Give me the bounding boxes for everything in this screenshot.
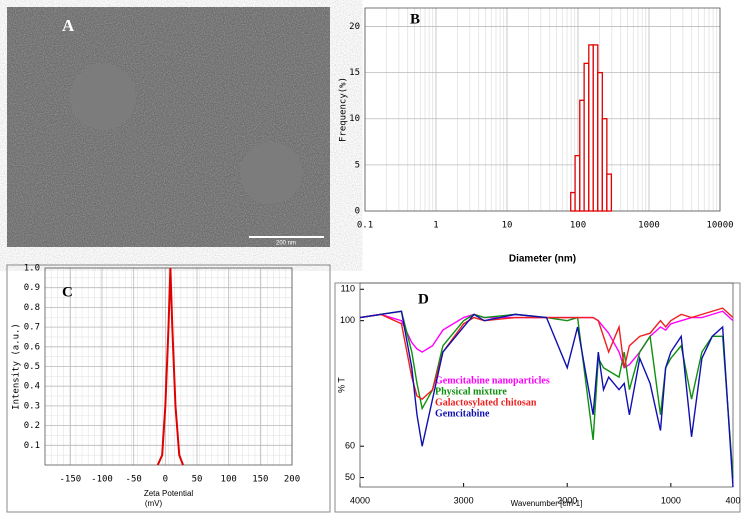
y-tick-label: 15 [349, 68, 360, 78]
x-tick-label: -100 [91, 475, 113, 485]
x-tick-label: 1000 [661, 495, 681, 505]
legend-entry: Physical mixture [435, 386, 507, 397]
y-tick-label: 0.2 [24, 421, 40, 431]
y-tick-label: 5 [355, 160, 360, 170]
y-tick-label: 0.8 [24, 303, 40, 313]
x-tick-label: 0 [163, 475, 168, 485]
y-tick-label: 0.3 [24, 401, 40, 411]
plot-frame [364, 7, 721, 212]
x-tick-label: 100 [570, 221, 586, 231]
y-tick-label: 0.6 [24, 342, 40, 352]
y-tick-label: 1.0 [24, 264, 40, 274]
x-tick-label: 400 [725, 495, 740, 505]
panel-label: B [410, 11, 420, 27]
x-tick-label: 50 [192, 475, 203, 485]
x-tick-label: -50 [126, 475, 142, 485]
panel-label: A [62, 16, 75, 35]
panel-label: D [418, 291, 429, 307]
x-tick-label: 100 [221, 475, 237, 485]
y-axis-label: % T [336, 377, 346, 393]
bar [597, 71, 603, 212]
spectrum-line [359, 307, 734, 400]
bar [588, 44, 594, 212]
x-axis-label: Diameter (nm) [509, 254, 576, 265]
y-tick-label: 20 [349, 22, 360, 32]
legend-entry: Galactosylated chitosan [435, 397, 537, 408]
chart: 4000 3000 2000 1000 400 50 60 100 110 Gemcitabine… [336, 282, 741, 508]
x-tick-label: 1000 [638, 221, 660, 231]
x-tick-label: 1 [433, 221, 438, 231]
bar [570, 191, 576, 212]
x-axis-unit: (mV) [145, 499, 163, 508]
y-tick-label: 10 [349, 114, 360, 124]
y-tick-label: 0.1 [24, 441, 40, 451]
y-tick-label: 0 [355, 207, 360, 217]
x-tick-label: 10000 [706, 221, 733, 231]
y-tick-label: 110 [341, 284, 355, 294]
spectrum-line [359, 310, 734, 488]
x-tick-label: 3000 [454, 495, 474, 505]
scale-bar-label: 200 nm [276, 241, 296, 247]
bar [583, 62, 590, 212]
particle [70, 64, 136, 130]
bar [601, 118, 608, 212]
y-tick-label: 0.7 [24, 323, 40, 333]
x-tick-label: 4000 [350, 495, 370, 505]
plot-frame [44, 267, 293, 466]
x-tick-label: 10 [502, 221, 513, 231]
y-tick-label: 0.4 [24, 382, 40, 392]
y-tick-label: 50 [345, 472, 355, 482]
chart: -150 -100 -50 0 50 100 150 200 0.1 0.2 0.3 0.4 0.5 0.… [12, 264, 301, 509]
panel-frame [6, 264, 331, 513]
bar [592, 44, 599, 212]
bar [606, 173, 613, 212]
x-axis-label: Wavenumber [cm-1] [511, 499, 583, 508]
tem-image: 200 nm A [7, 7, 330, 247]
y-axis-label: Frequency(%) [339, 77, 349, 142]
bar [574, 154, 581, 212]
legend-entry: Gemcitabine [435, 408, 490, 419]
chart: 0.1 1 10 100 1000 10000 0 5 10 15 20 B Diameter (nm)… [339, 7, 734, 265]
line [156, 267, 184, 466]
x-tick-label: -150 [59, 475, 81, 485]
y-axis-label: Intensity (a.u.) [12, 323, 22, 410]
x-axis-label: Zeta Potential [144, 489, 194, 498]
x-tick-label: 2000 [557, 495, 577, 505]
spectrum-line [359, 310, 734, 369]
y-tick-label: 0.5 [24, 362, 40, 372]
x-tick-label: 200 [284, 475, 300, 485]
y-tick-label: 100 [340, 315, 355, 325]
particle [240, 142, 302, 204]
y-tick-label: 60 [345, 441, 355, 451]
legend-entry: Gemcitabine nanoparticles [435, 375, 550, 386]
x-tick-label: 0.1 [357, 221, 373, 231]
x-tick-label: 150 [252, 475, 268, 485]
bar [579, 99, 585, 212]
panel-label: C [62, 284, 73, 300]
plot-frame [359, 282, 734, 488]
y-tick-label: 0.9 [24, 283, 40, 293]
